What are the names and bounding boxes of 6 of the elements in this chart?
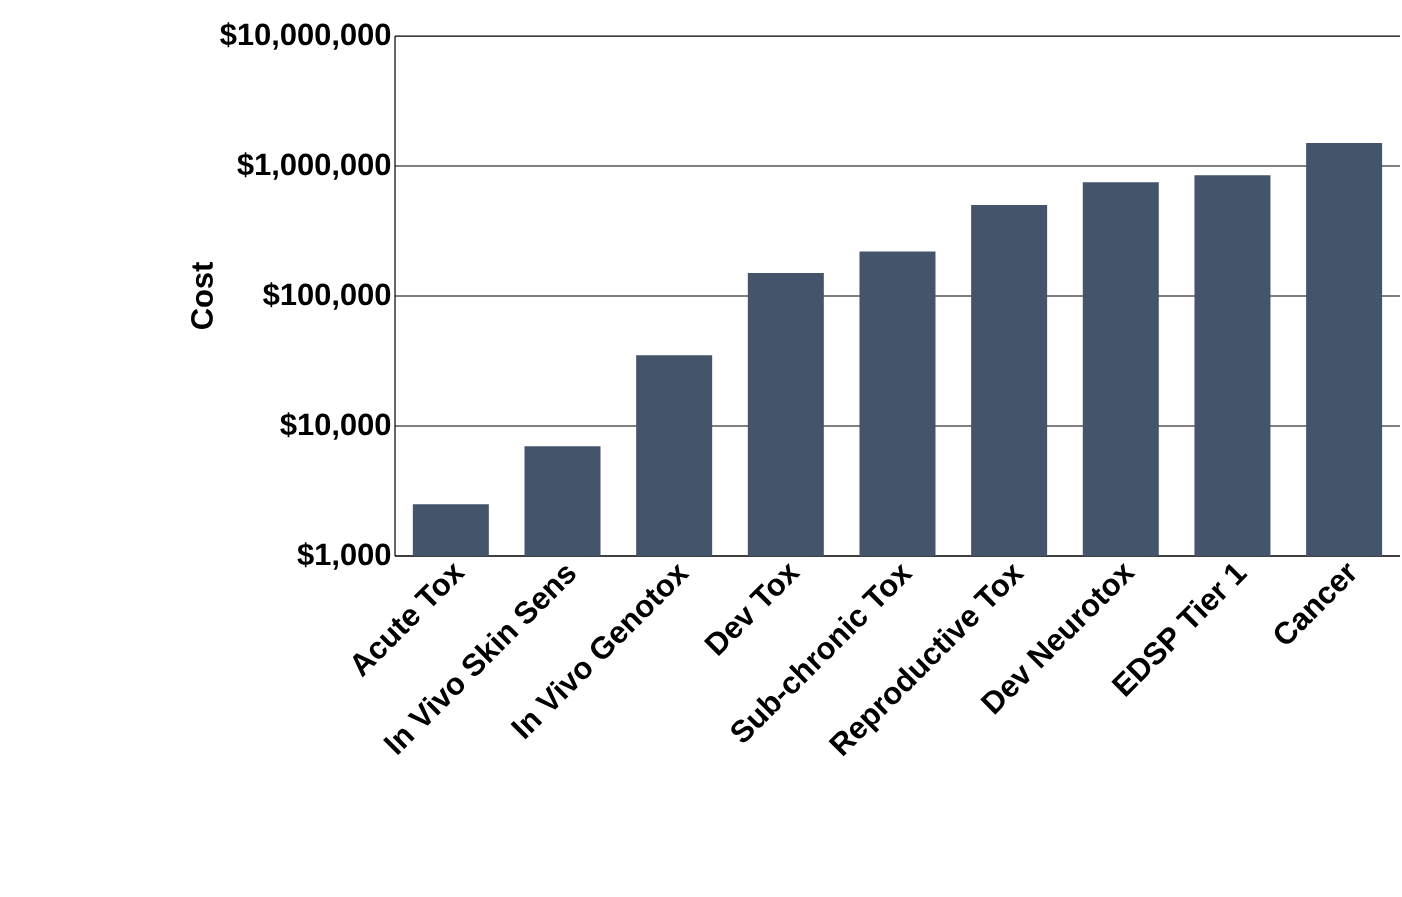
y-tick-label: $10,000,000 — [220, 22, 391, 50]
y-tick-label: $1,000,000 — [237, 152, 391, 180]
y-axis-title: Cost — [191, 262, 213, 330]
y-tick-label: $1,000 — [297, 542, 391, 570]
y-tick-label: $100,000 — [263, 282, 391, 310]
y-tick-label: $10,000 — [280, 412, 391, 440]
